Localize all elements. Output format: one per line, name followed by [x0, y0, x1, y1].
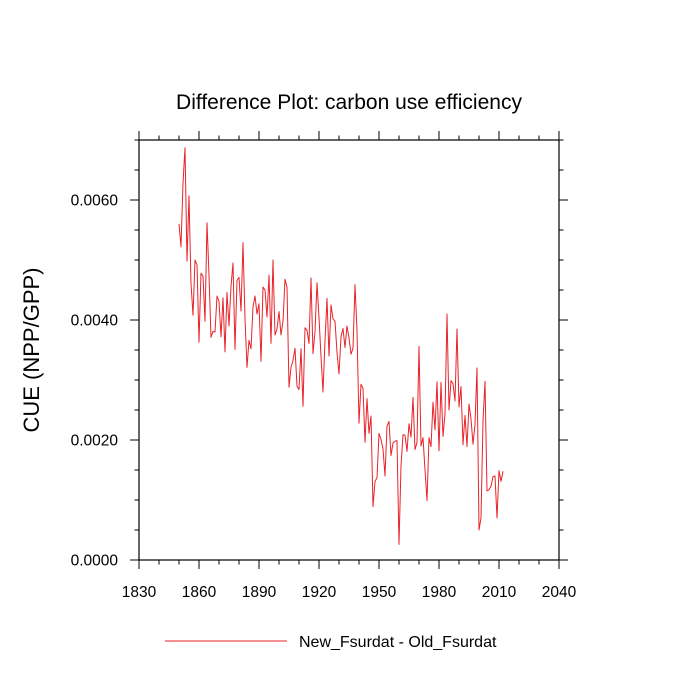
y-tick-label: 0.0040	[71, 313, 119, 330]
chart-title: Difference Plot: carbon use efficiency	[176, 91, 522, 114]
x-tick-label: 1890	[242, 584, 277, 601]
y-tick-label: 0.0020	[71, 433, 119, 450]
plot-frame	[138, 139, 560, 561]
legend-label: New_Fsurdat - Old_Fsurdat	[299, 634, 497, 651]
y-tick-label: 0.0060	[71, 193, 119, 210]
x-tick-label: 1860	[182, 584, 217, 601]
y-tick-labels: 0.0000 0.0020 0.0040 0.0060	[71, 193, 119, 570]
series-line	[178, 147, 504, 545]
x-tick-label: 1980	[422, 584, 457, 601]
x-tick-labels: 1830 1860 1890 1920 1950 1980 2010 2040	[122, 584, 577, 601]
x-tick-label: 2040	[542, 584, 577, 601]
x-tick-label: 1920	[302, 584, 337, 601]
legend: New_Fsurdat - Old_Fsurdat	[165, 634, 497, 651]
y-tick-label: 0.0000	[71, 553, 119, 570]
x-tick-label: 1830	[122, 584, 157, 601]
x-tick-label: 1950	[362, 584, 397, 601]
tick-marks	[130, 131, 568, 569]
x-tick-label: 2010	[482, 584, 517, 601]
y-axis-label: CUE (NPP/GPP)	[19, 267, 44, 432]
